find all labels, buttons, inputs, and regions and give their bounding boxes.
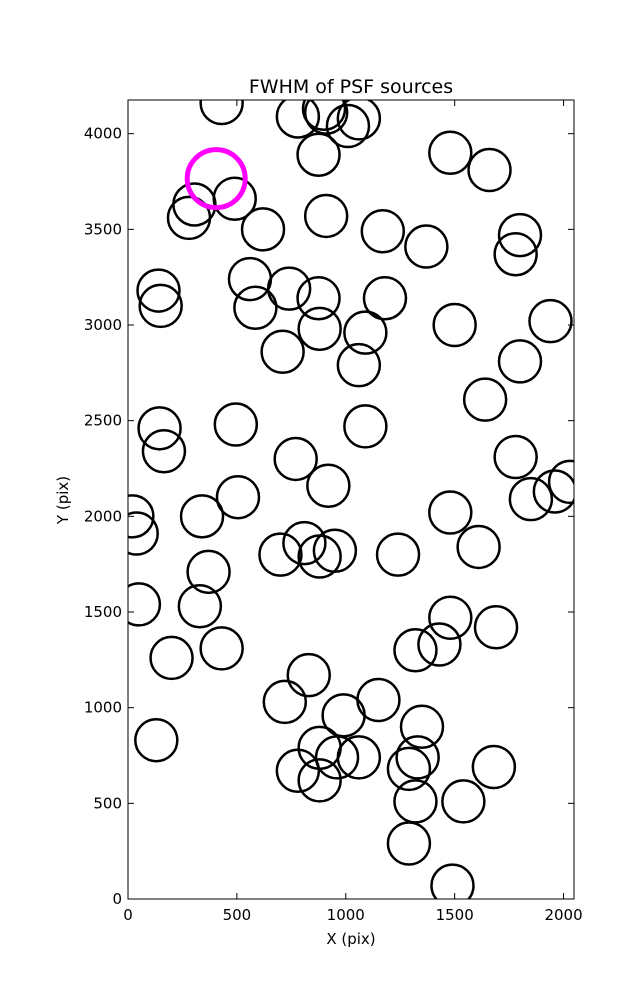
y-tick-label: 1500 — [84, 603, 122, 621]
source-marker-16 — [497, 212, 543, 258]
source-marker-44 — [128, 511, 159, 556]
y-axis-label: Y (pix) — [54, 476, 72, 525]
source-marker-12 — [240, 207, 286, 252]
source-marker-39 — [493, 434, 538, 480]
source-marker-19 — [138, 283, 183, 329]
y-axis: 0 500 1000 1500 2000 2500 3000 3500 4000 — [84, 125, 574, 908]
source-marker-3 — [303, 100, 349, 135]
y-tick-label: 3500 — [84, 220, 122, 238]
x-axis: 0 500 1000 1500 2000 — [123, 100, 583, 924]
source-marker-56 — [177, 584, 223, 629]
chart-title: FWHM of PSF sources — [249, 76, 453, 98]
source-marker-24 — [297, 306, 342, 352]
x-tick-label: 500 — [223, 906, 252, 924]
source-marker-40 — [508, 476, 554, 522]
source-marker-10 — [166, 195, 212, 241]
source-marker-58 — [473, 605, 519, 650]
source-marker-0 — [199, 100, 244, 126]
source-marker-79 — [386, 821, 432, 866]
source-marker-17 — [493, 231, 538, 277]
source-marker-26 — [343, 310, 388, 355]
y-tick-label: 4000 — [84, 125, 122, 143]
source-marker-78 — [441, 779, 486, 824]
source-marker-35 — [213, 402, 259, 447]
source-marker-27 — [432, 302, 477, 348]
source-marker-61 — [393, 628, 438, 673]
source-marker-80 — [430, 863, 475, 899]
source-marker-41 — [532, 469, 574, 514]
source-marker-53 — [375, 532, 421, 577]
source-marker-70 — [314, 735, 360, 780]
source-marker-38 — [306, 463, 351, 508]
source-marker-5 — [336, 100, 382, 141]
y-tick-label: 1000 — [84, 699, 122, 717]
source-marker-25 — [362, 275, 408, 321]
source-marker-8 — [467, 147, 512, 193]
highlighted-source-marker — [184, 147, 248, 211]
x-tick-label: 0 — [123, 906, 133, 924]
source-marker-75 — [275, 748, 321, 794]
source-marker-28 — [528, 298, 573, 344]
source-marker-54 — [186, 549, 231, 595]
source-marker-21 — [233, 285, 278, 331]
source-marker-37 — [273, 436, 318, 482]
source-marker-55 — [128, 582, 162, 627]
source-marker-20 — [227, 256, 273, 302]
source-marker-46 — [215, 474, 261, 520]
y-tick-label: 3000 — [84, 316, 122, 334]
source-marker-45 — [179, 494, 225, 539]
source-marker-23 — [296, 275, 341, 321]
source-marker-71 — [336, 735, 382, 780]
source-marker-36 — [343, 404, 388, 449]
source-marker-48 — [456, 524, 501, 570]
source-marker-77 — [393, 779, 438, 824]
source-marker-34 — [141, 429, 187, 474]
source-marker-76 — [297, 758, 342, 803]
source-marker-59 — [149, 635, 194, 681]
plot-frame — [127, 99, 575, 900]
source-marker-63 — [286, 652, 332, 698]
source-marker-7 — [428, 130, 473, 176]
x-tick-label: 2000 — [544, 906, 582, 924]
y-tick-label: 2000 — [84, 507, 122, 525]
x-tick-label: 1000 — [327, 906, 365, 924]
source-marker-4 — [325, 103, 371, 149]
source-marker-15 — [404, 224, 449, 269]
source-marker-47 — [428, 490, 473, 535]
source-marker-1 — [275, 100, 321, 139]
source-marker-30 — [336, 342, 382, 388]
source-marker-32 — [462, 377, 508, 422]
source-marker-64 — [262, 679, 308, 725]
source-marker-33 — [137, 406, 182, 451]
source-marker-72 — [395, 735, 440, 780]
source-marker-18 — [136, 268, 181, 313]
source-marker-60 — [199, 626, 244, 671]
source-marker-31 — [497, 339, 543, 384]
source-marker-57 — [428, 595, 473, 640]
source-marker-52 — [312, 528, 358, 574]
source-marker-2 — [301, 100, 347, 132]
source-marker-14 — [360, 209, 406, 254]
source-marker-50 — [282, 520, 327, 566]
y-tick-label: 500 — [93, 794, 122, 812]
source-marker-22 — [266, 266, 312, 311]
y-tick-label: 0 — [112, 890, 122, 908]
source-marker-6 — [296, 132, 341, 177]
source-marker-11 — [212, 176, 257, 221]
marker-layer — [128, 100, 574, 899]
x-axis-label: X (pix) — [326, 930, 375, 948]
y-tick-label: 2500 — [84, 412, 122, 430]
source-marker-73 — [386, 746, 432, 792]
source-marker-62 — [417, 622, 462, 667]
source-marker-49 — [258, 532, 303, 577]
x-tick-label: 1500 — [436, 906, 474, 924]
source-marker-68 — [399, 704, 445, 750]
source-marker-13 — [303, 193, 349, 239]
source-marker-43 — [128, 494, 155, 539]
source-marker-29 — [260, 329, 305, 375]
source-marker-42 — [547, 459, 574, 505]
source-marker-67 — [134, 717, 179, 763]
source-marker-74 — [471, 744, 517, 790]
